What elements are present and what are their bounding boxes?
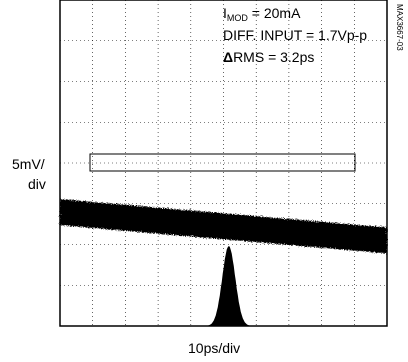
rms-annotation: ΔRMS = 3.2ps: [223, 49, 315, 65]
diff-input-annotation: DIFF. INPUT = 1.7Vp-p: [223, 27, 368, 43]
x-axis-label: 10ps/div: [188, 340, 241, 356]
y-axis-label-unit: div: [28, 176, 46, 192]
jitter-histogram: [202, 246, 255, 326]
plot-frame: [59, 0, 388, 327]
waveform-trace: [60, 199, 387, 254]
histogram-window: [89, 153, 356, 172]
figure-id: MAX3667-03: [395, 4, 404, 51]
imod-annotation: IMOD = 20mA: [223, 5, 301, 23]
y-axis-label: 5mV/: [12, 156, 45, 172]
